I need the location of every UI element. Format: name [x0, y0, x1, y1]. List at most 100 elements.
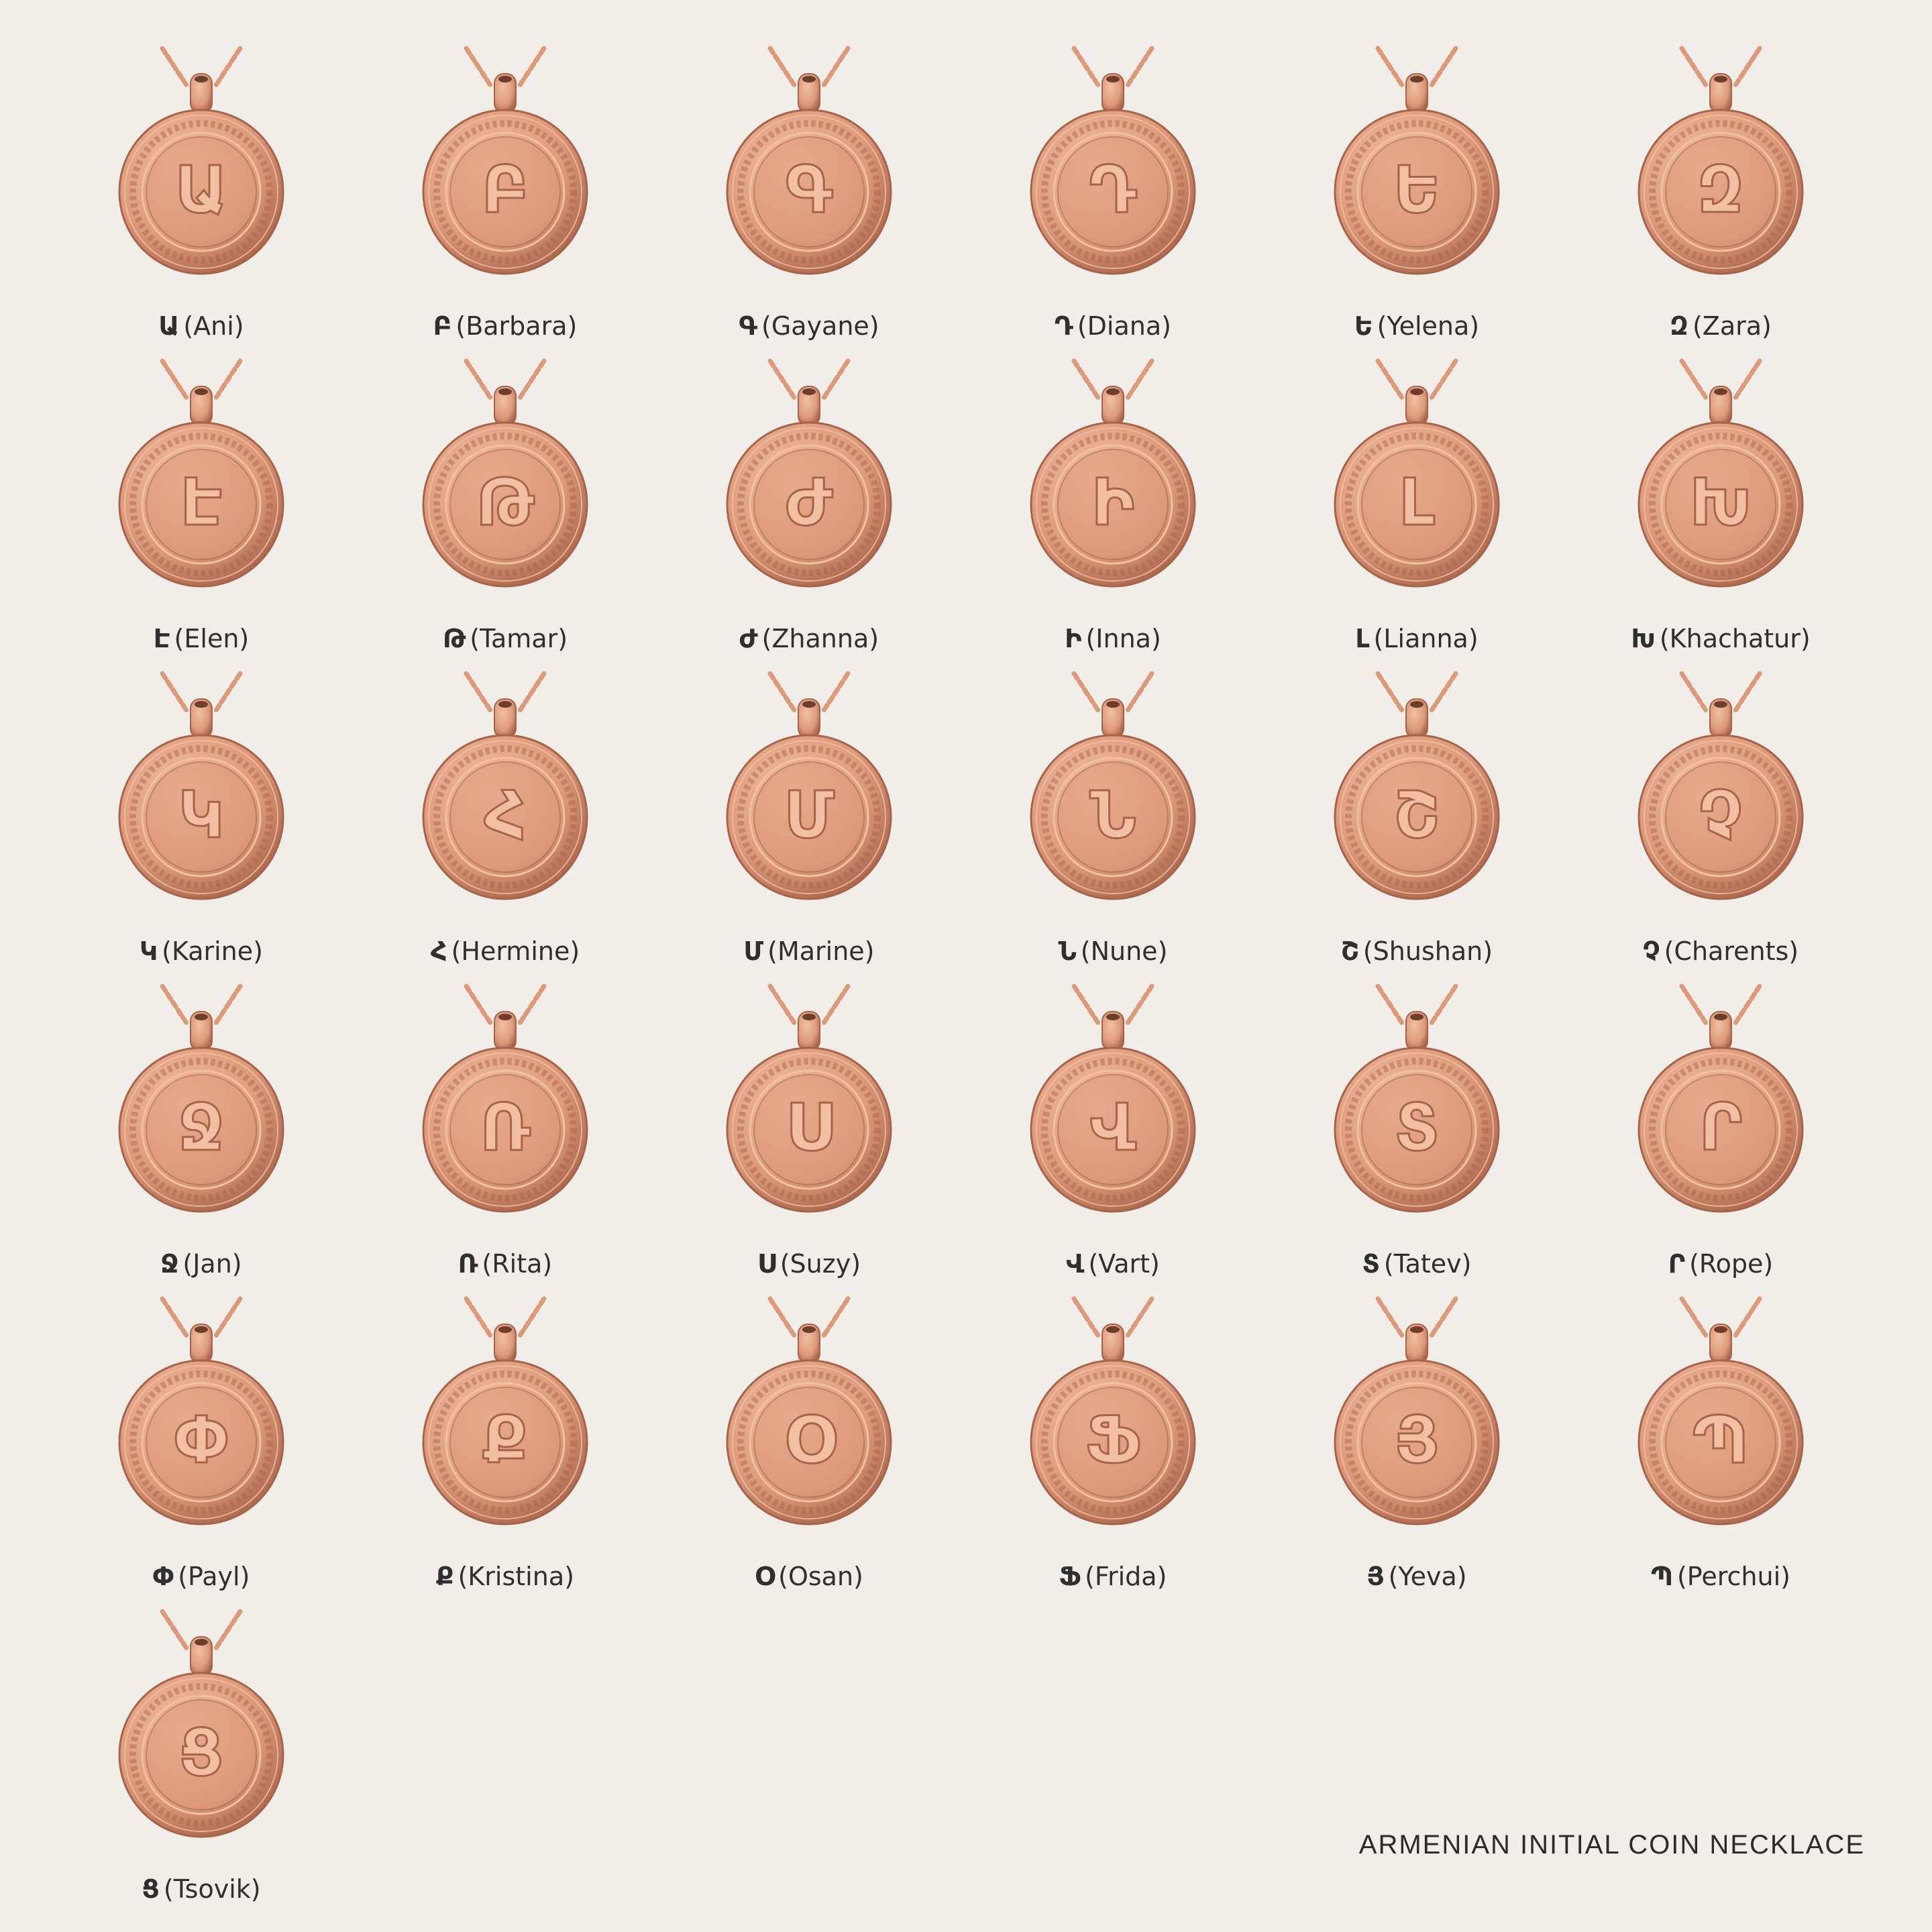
- pendant-item[interactable]: Կ Կ (Karine): [54, 669, 349, 978]
- letter-label: Վ: [1066, 1249, 1085, 1279]
- coin-pendant-image: Ք: [422, 1296, 588, 1525]
- letter-label: Պ: [1651, 1562, 1673, 1591]
- coin-letter-emboss: Ս: [786, 1090, 833, 1165]
- letter-label: Բ: [433, 311, 452, 341]
- chain: [160, 671, 243, 715]
- coin-letter-emboss: Օ: [784, 1403, 836, 1478]
- pendant-caption: Օ (Osan): [661, 1562, 957, 1591]
- letter-label: Հ: [430, 936, 447, 966]
- pendant-caption: Ք (Kristina): [358, 1562, 653, 1591]
- coin-letter-emboss: Տ: [1395, 1090, 1440, 1165]
- name-label: (Khachatur): [1659, 624, 1811, 653]
- pendant-caption: Լ (Lianna): [1269, 624, 1564, 653]
- chain: [767, 1296, 851, 1340]
- pendant-item[interactable]: Ժ Ժ (Zhanna): [661, 357, 957, 665]
- pendant-caption: Մ (Marine): [661, 936, 957, 966]
- pendant-item[interactable]: Ե Ե (Yelena): [1269, 44, 1564, 353]
- pendant-item[interactable]: Ռ Ռ (Rita): [358, 982, 653, 1291]
- pendant-item[interactable]: Ա Ա (Ani): [54, 44, 349, 353]
- pendant-caption: Դ (Diana): [965, 311, 1260, 341]
- pendant-item[interactable]: Ջ Ջ (Jan): [54, 982, 349, 1291]
- coin-letter-emboss: Ց: [179, 1715, 224, 1790]
- chain: [1071, 983, 1155, 1028]
- chain: [464, 358, 547, 402]
- letter-label: Է: [153, 624, 170, 653]
- pendant-item[interactable]: Բ Բ (Barbara): [358, 44, 653, 353]
- letter-label: Դ: [1055, 311, 1073, 341]
- pendant-item[interactable]: Է Է (Elen): [54, 357, 349, 665]
- pendant-item[interactable]: Լ Լ (Lianna): [1269, 357, 1564, 665]
- name-label: (Barbara): [455, 311, 578, 341]
- letter-label: Չ: [1642, 936, 1660, 966]
- coin-letter-emboss: Ի: [1091, 465, 1134, 540]
- pendant-item[interactable]: Խ Խ (Khachatur): [1573, 357, 1868, 665]
- chain: [1071, 671, 1155, 715]
- pendant-item[interactable]: Ց Ց (Tsovik): [54, 1607, 349, 1916]
- pendant-item[interactable]: Ք Ք (Kristina): [358, 1295, 653, 1603]
- chain: [1375, 1296, 1458, 1340]
- pendant-caption: Է (Elen): [54, 624, 349, 653]
- pendant-item[interactable]: Ի Ի (Inna): [965, 357, 1260, 665]
- chain: [464, 1296, 547, 1340]
- name-label: (Osan): [778, 1562, 863, 1591]
- pendant-item[interactable]: Յ Յ (Yeva): [1269, 1295, 1564, 1603]
- coin-letter-emboss: Ն: [1090, 777, 1136, 853]
- name-label: (Zhanna): [761, 624, 879, 653]
- coin-pendant-image: Չ: [1638, 671, 1804, 900]
- name-label: (Kristina): [458, 1562, 574, 1591]
- coin-pendant-image: Օ: [726, 1296, 892, 1525]
- letter-label: Ն: [1058, 936, 1077, 966]
- name-label: (Charents): [1664, 936, 1799, 966]
- chain: [767, 46, 851, 90]
- coin-pendant-image: Ն: [1030, 671, 1196, 900]
- pendant-item[interactable]: Պ Պ (Perchui): [1573, 1295, 1868, 1603]
- letter-label: Տ: [1362, 1249, 1380, 1279]
- pendant-item[interactable]: Վ Վ (Vart): [965, 982, 1260, 1291]
- pendant-item[interactable]: Ն Ն (Nune): [965, 669, 1260, 978]
- chain: [1679, 983, 1762, 1028]
- coin-letter-emboss: Ք: [483, 1403, 528, 1478]
- coin-letter-emboss: Բ: [482, 152, 529, 227]
- pendant-caption: Ջ (Jan): [54, 1249, 349, 1279]
- pendant-item[interactable]: Չ Չ (Charents): [1573, 669, 1868, 978]
- coin-pendant-image: Դ: [1030, 46, 1196, 275]
- pendant-caption: Թ (Tamar): [358, 624, 653, 653]
- coin-pendant-image: Կ: [118, 671, 284, 900]
- letter-label: Շ: [1340, 936, 1359, 966]
- pendant-item[interactable]: Փ Փ (Payl): [54, 1295, 349, 1603]
- letter-label: Ք: [436, 1562, 454, 1591]
- name-label: (Nune): [1080, 936, 1168, 966]
- pendant-item[interactable]: Տ Տ (Tatev): [1269, 982, 1564, 1291]
- coin-pendant-image: Բ: [422, 46, 588, 275]
- pendant-caption: Պ (Perchui): [1573, 1562, 1868, 1591]
- chain: [767, 358, 851, 402]
- chain: [1679, 358, 1762, 402]
- pendant-item[interactable]: Մ Մ (Marine): [661, 669, 957, 978]
- pendant-caption: Յ (Yeva): [1269, 1562, 1564, 1591]
- pendant-item[interactable]: Դ Դ (Diana): [965, 44, 1260, 353]
- coin-letter-emboss: Յ: [1395, 1403, 1439, 1478]
- chain: [1375, 983, 1458, 1028]
- letter-label: Կ: [140, 936, 158, 966]
- pendant-item[interactable]: Ս Ս (Suzy): [661, 982, 957, 1291]
- coin-pendant-image: Տ: [1334, 983, 1500, 1213]
- coin-pendant-image: Փ: [118, 1296, 284, 1525]
- pendant-item[interactable]: Օ Օ (Osan): [661, 1295, 957, 1603]
- pendant-item[interactable]: Գ Գ (Gayane): [661, 44, 957, 353]
- coin-letter-emboss: Կ: [178, 777, 224, 853]
- pendant-item[interactable]: Շ Շ (Shushan): [1269, 669, 1564, 978]
- pendant-item[interactable]: Զ Զ (Zara): [1573, 44, 1868, 353]
- letter-label: Զ: [1670, 311, 1688, 341]
- coin-letter-emboss: Ֆ: [1085, 1403, 1140, 1478]
- letter-label: Յ: [1366, 1562, 1385, 1591]
- coin-letter-emboss: Ջ: [178, 1090, 224, 1165]
- pendant-item[interactable]: Թ Թ (Tamar): [358, 357, 653, 665]
- name-label: (Rita): [482, 1249, 553, 1279]
- coin-letter-emboss: Է: [180, 465, 223, 540]
- pendant-item[interactable]: Ր Ր (Rope): [1573, 982, 1868, 1291]
- pendant-item[interactable]: Ֆ Ֆ (Frida): [965, 1295, 1260, 1603]
- name-label: (Zara): [1692, 311, 1772, 341]
- name-label: (Payl): [178, 1562, 250, 1591]
- pendant-item[interactable]: Հ Հ (Hermine): [358, 669, 653, 978]
- coin-letter-emboss: Դ: [1089, 152, 1137, 227]
